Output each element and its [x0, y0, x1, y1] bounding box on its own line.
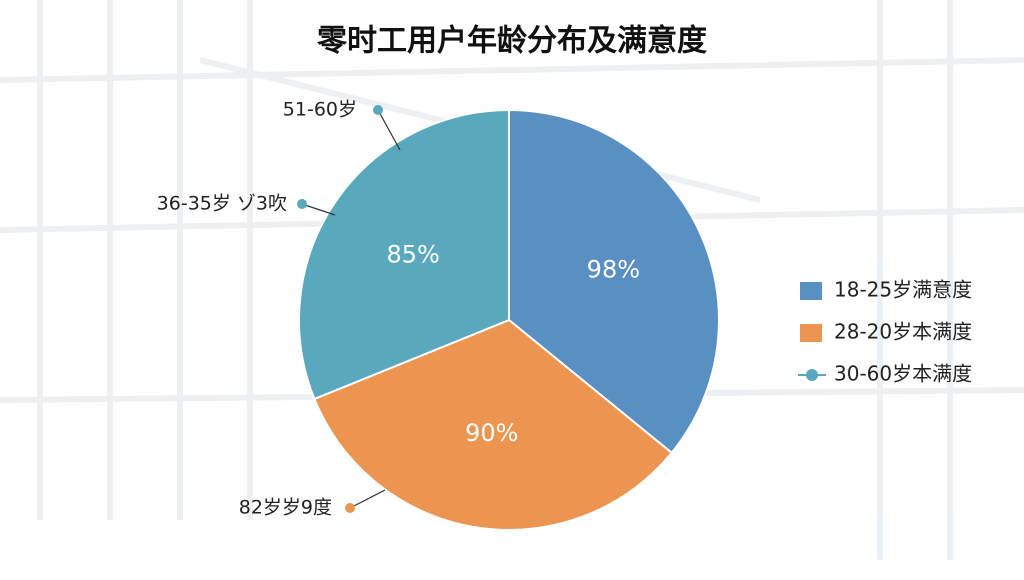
pie-slice: [298, 108, 510, 401]
annotation: 36-35岁 ゾ3吹: [157, 193, 287, 215]
pie-slice: [313, 318, 674, 531]
annotation: 82岁岁9度: [239, 497, 332, 519]
legend-label: 18-25岁满意度: [834, 278, 972, 302]
pie-slice: [508, 108, 720, 455]
value-label: 98%: [587, 255, 640, 283]
callout-dot: [297, 199, 307, 209]
annotation: 51-60岁: [283, 99, 357, 121]
callout-line: [349, 489, 386, 509]
value-label: 85%: [387, 240, 440, 268]
legend-swatch: [806, 369, 818, 381]
value-label: 90%: [465, 419, 518, 447]
callout-line: [377, 109, 401, 151]
callout-line: [301, 203, 336, 216]
callout-dot: [373, 105, 383, 115]
legend-swatch: [800, 324, 822, 342]
legend-label: 30-60岁本满度: [834, 362, 972, 386]
chart-title: 零时工用户年龄分布及满意度: [317, 24, 707, 59]
callout-dot: [345, 503, 355, 513]
legend-label: 28-20岁本满度: [834, 320, 972, 344]
legend-swatch: [800, 282, 822, 300]
